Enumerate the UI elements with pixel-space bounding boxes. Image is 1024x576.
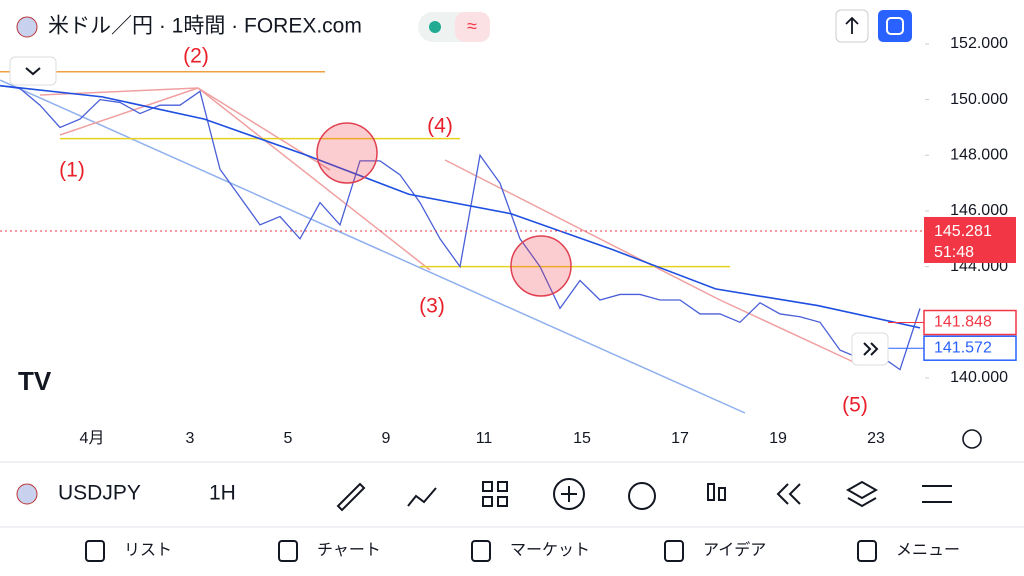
trend-line <box>197 87 431 271</box>
moving-average <box>0 84 921 329</box>
indicator-icon[interactable] <box>407 487 437 507</box>
countdown: 51:48 <box>934 244 974 261</box>
layout-icon[interactable] <box>482 481 493 492</box>
last-price: 145.281 <box>934 223 992 240</box>
layers-icon[interactable] <box>845 480 879 508</box>
trend-line <box>59 87 199 136</box>
nav-icon <box>278 540 298 562</box>
x-tick-label: 17 <box>671 430 689 447</box>
y-tick-label: 140.000 <box>950 369 1008 386</box>
trend-line <box>719 299 861 366</box>
price-label: 141.848 <box>934 314 992 331</box>
x-tick-label: 9 <box>382 430 391 447</box>
delay-icon: ≈ <box>467 16 477 36</box>
draw-icon[interactable] <box>336 482 366 512</box>
double-chevron <box>863 342 879 356</box>
fullscreen-button[interactable] <box>878 10 912 42</box>
layout-icon <box>497 496 508 507</box>
candle-icon <box>718 487 726 501</box>
nav-label[interactable]: メニュー <box>896 542 960 559</box>
add-plus <box>561 486 577 502</box>
nav-icon <box>857 540 877 562</box>
highlight-circle <box>510 235 572 297</box>
price-label-box <box>923 335 1017 361</box>
flag-icon <box>16 483 38 505</box>
candle-icon[interactable] <box>707 483 715 501</box>
nav-label[interactable]: リスト <box>124 542 172 559</box>
layout-icon <box>482 496 493 507</box>
last-price-box <box>924 216 1016 263</box>
toolbar-icons <box>336 478 952 512</box>
alert-icon[interactable] <box>628 482 656 510</box>
logo: TV <box>18 366 52 396</box>
add-icon[interactable] <box>553 478 585 510</box>
bottom-nav: リスト チャート マーケット アイデア メニュー <box>85 540 960 562</box>
trend-line <box>39 87 199 96</box>
annotation: (1) <box>59 159 85 182</box>
collapse-button[interactable] <box>9 56 57 86</box>
nav-label[interactable]: アイデア <box>703 540 766 559</box>
x-tick-label: 19 <box>769 430 787 447</box>
annotation: (2) <box>183 45 209 68</box>
x-tick-label: 11 <box>476 430 493 447</box>
nav-label[interactable]: マーケット <box>510 541 590 559</box>
x-tick-label: 4月 <box>80 430 105 447</box>
y-tick-label: 150.000 <box>950 91 1008 108</box>
share-icon <box>845 16 859 34</box>
annotation: (3) <box>419 295 445 318</box>
layout-icon <box>497 481 508 492</box>
header-title: 米ドル／円 · 1時間 · FOREX.com <box>48 15 362 38</box>
plot: 140.000144.000146.000148.000150.000152.0… <box>0 35 1017 447</box>
chevron <box>25 67 41 76</box>
nav-label[interactable]: チャート <box>317 542 381 559</box>
nav-icon <box>85 540 105 562</box>
y-tick-label: 152.000 <box>950 35 1008 52</box>
replay-icon[interactable] <box>776 483 801 505</box>
y-tick-label: 146.000 <box>950 202 1008 219</box>
y-tick-label: 148.000 <box>950 147 1008 164</box>
annotation: (5) <box>842 394 868 417</box>
nav-icon <box>471 540 491 562</box>
symbol[interactable]: USDJPY <box>58 482 141 505</box>
x-tick-label: 15 <box>573 430 591 447</box>
x-tick-label: 3 <box>186 430 195 447</box>
interval[interactable]: 1H <box>209 482 236 505</box>
nav-icon <box>664 540 684 562</box>
market-open-dot <box>429 21 441 33</box>
channel-line <box>0 79 746 414</box>
flag-icon <box>16 16 38 38</box>
x-tick-label: 23 <box>867 430 885 447</box>
settings-icon[interactable] <box>962 429 982 449</box>
settings-sliders[interactable] <box>922 485 952 503</box>
highlight-circle <box>316 122 378 184</box>
annotation: (4) <box>427 115 453 138</box>
delay-badge <box>455 12 490 42</box>
x-tick-label: 5 <box>284 430 293 447</box>
trend-line <box>444 159 721 301</box>
price-label: 141.572 <box>934 339 992 356</box>
fullscreen-icon <box>886 17 904 35</box>
